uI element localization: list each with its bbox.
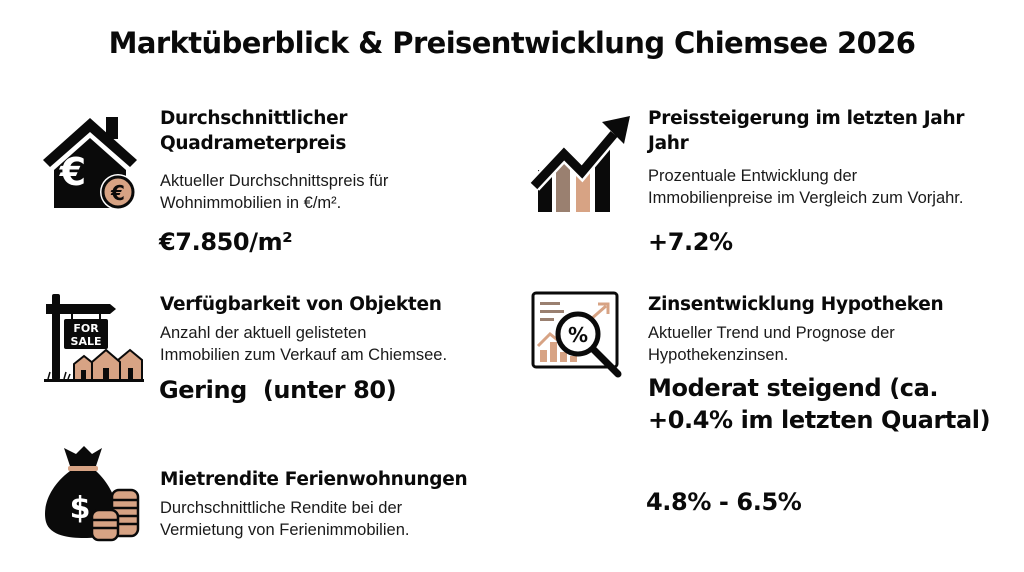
house-euro-icon: € €: [40, 112, 140, 212]
card-heading: Mietrendite Ferienwohnungen: [160, 469, 468, 490]
svg-text:€: €: [110, 181, 125, 205]
card-description: Anzahl der aktuell gelisteten Immobilien…: [160, 322, 447, 366]
card-description: Durchschnittliche Rendite bei der Vermie…: [160, 497, 409, 541]
value-line: Moderat steigend (ca.: [648, 374, 939, 402]
heading-line: Durchschnittlicher: [160, 108, 348, 129]
description-line: Aktueller Trend und Prognose der: [648, 324, 895, 342]
trend-chart-arrow-icon: [530, 112, 634, 216]
heading-line: Jahr: [648, 133, 689, 154]
description-line: Vermietung von Ferienimmobilien.: [160, 521, 410, 539]
card-heading: Zinsentwicklung Hypotheken: [648, 294, 944, 315]
card-value: Moderat steigend (ca. +0.4% im letzten Q…: [648, 372, 991, 436]
svg-text:€: €: [59, 150, 86, 194]
description-line: Aktueller Durchschnittspreis für: [160, 172, 389, 190]
card-value: Gering (unter 80): [159, 376, 397, 404]
card-value: +7.2%: [648, 228, 733, 256]
page-title: Marktüberblick & Preisentwicklung Chiems…: [108, 26, 916, 60]
card-heading: Verfügbarkeit von Objekten: [160, 294, 442, 315]
card-description: Aktueller Durchschnittspreis für Wohnimm…: [160, 170, 388, 214]
card-heading: Durchschnittlicher Quadrameterpreis: [160, 106, 348, 156]
value-line: +0.4% im letzten Quartal): [648, 406, 991, 434]
svg-text:$: $: [70, 491, 91, 526]
description-line: Immobilien zum Verkauf am Chiemsee.: [160, 346, 448, 364]
card-description: Prozentuale Entwicklung der Immobilienpr…: [648, 165, 963, 209]
svg-text:FOR: FOR: [73, 322, 99, 335]
magnifier-percent-chart-icon: %: [530, 290, 634, 382]
card-description: Aktueller Trend und Prognose der Hypothe…: [648, 322, 895, 366]
card-value: 4.8% - 6.5%: [646, 488, 802, 516]
card-value: €7.850/m²: [159, 228, 293, 256]
description-line: Wohnimmobilien in €/m².: [160, 194, 342, 212]
description-line: Anzahl der aktuell gelisteten: [160, 324, 367, 342]
money-bag-coins-icon: $: [40, 440, 144, 544]
svg-text:SALE: SALE: [71, 335, 102, 348]
description-line: Immobilienpreise im Vergleich zum Vorjah…: [648, 189, 964, 207]
description-line: Prozentuale Entwicklung der: [648, 167, 858, 185]
description-line: Hypothekenzinsen.: [648, 346, 789, 364]
description-line: Durchschnittliche Rendite bei der: [160, 499, 403, 517]
for-sale-sign-icon: FOR SALE: [44, 292, 144, 386]
heading-line: Quadrameterpreis: [160, 133, 347, 154]
svg-text:%: %: [568, 323, 588, 347]
heading-line: Preissteigerung im letzten Jahr: [648, 108, 965, 129]
card-heading: Preissteigerung im letzten Jahr Jahr: [648, 106, 964, 156]
